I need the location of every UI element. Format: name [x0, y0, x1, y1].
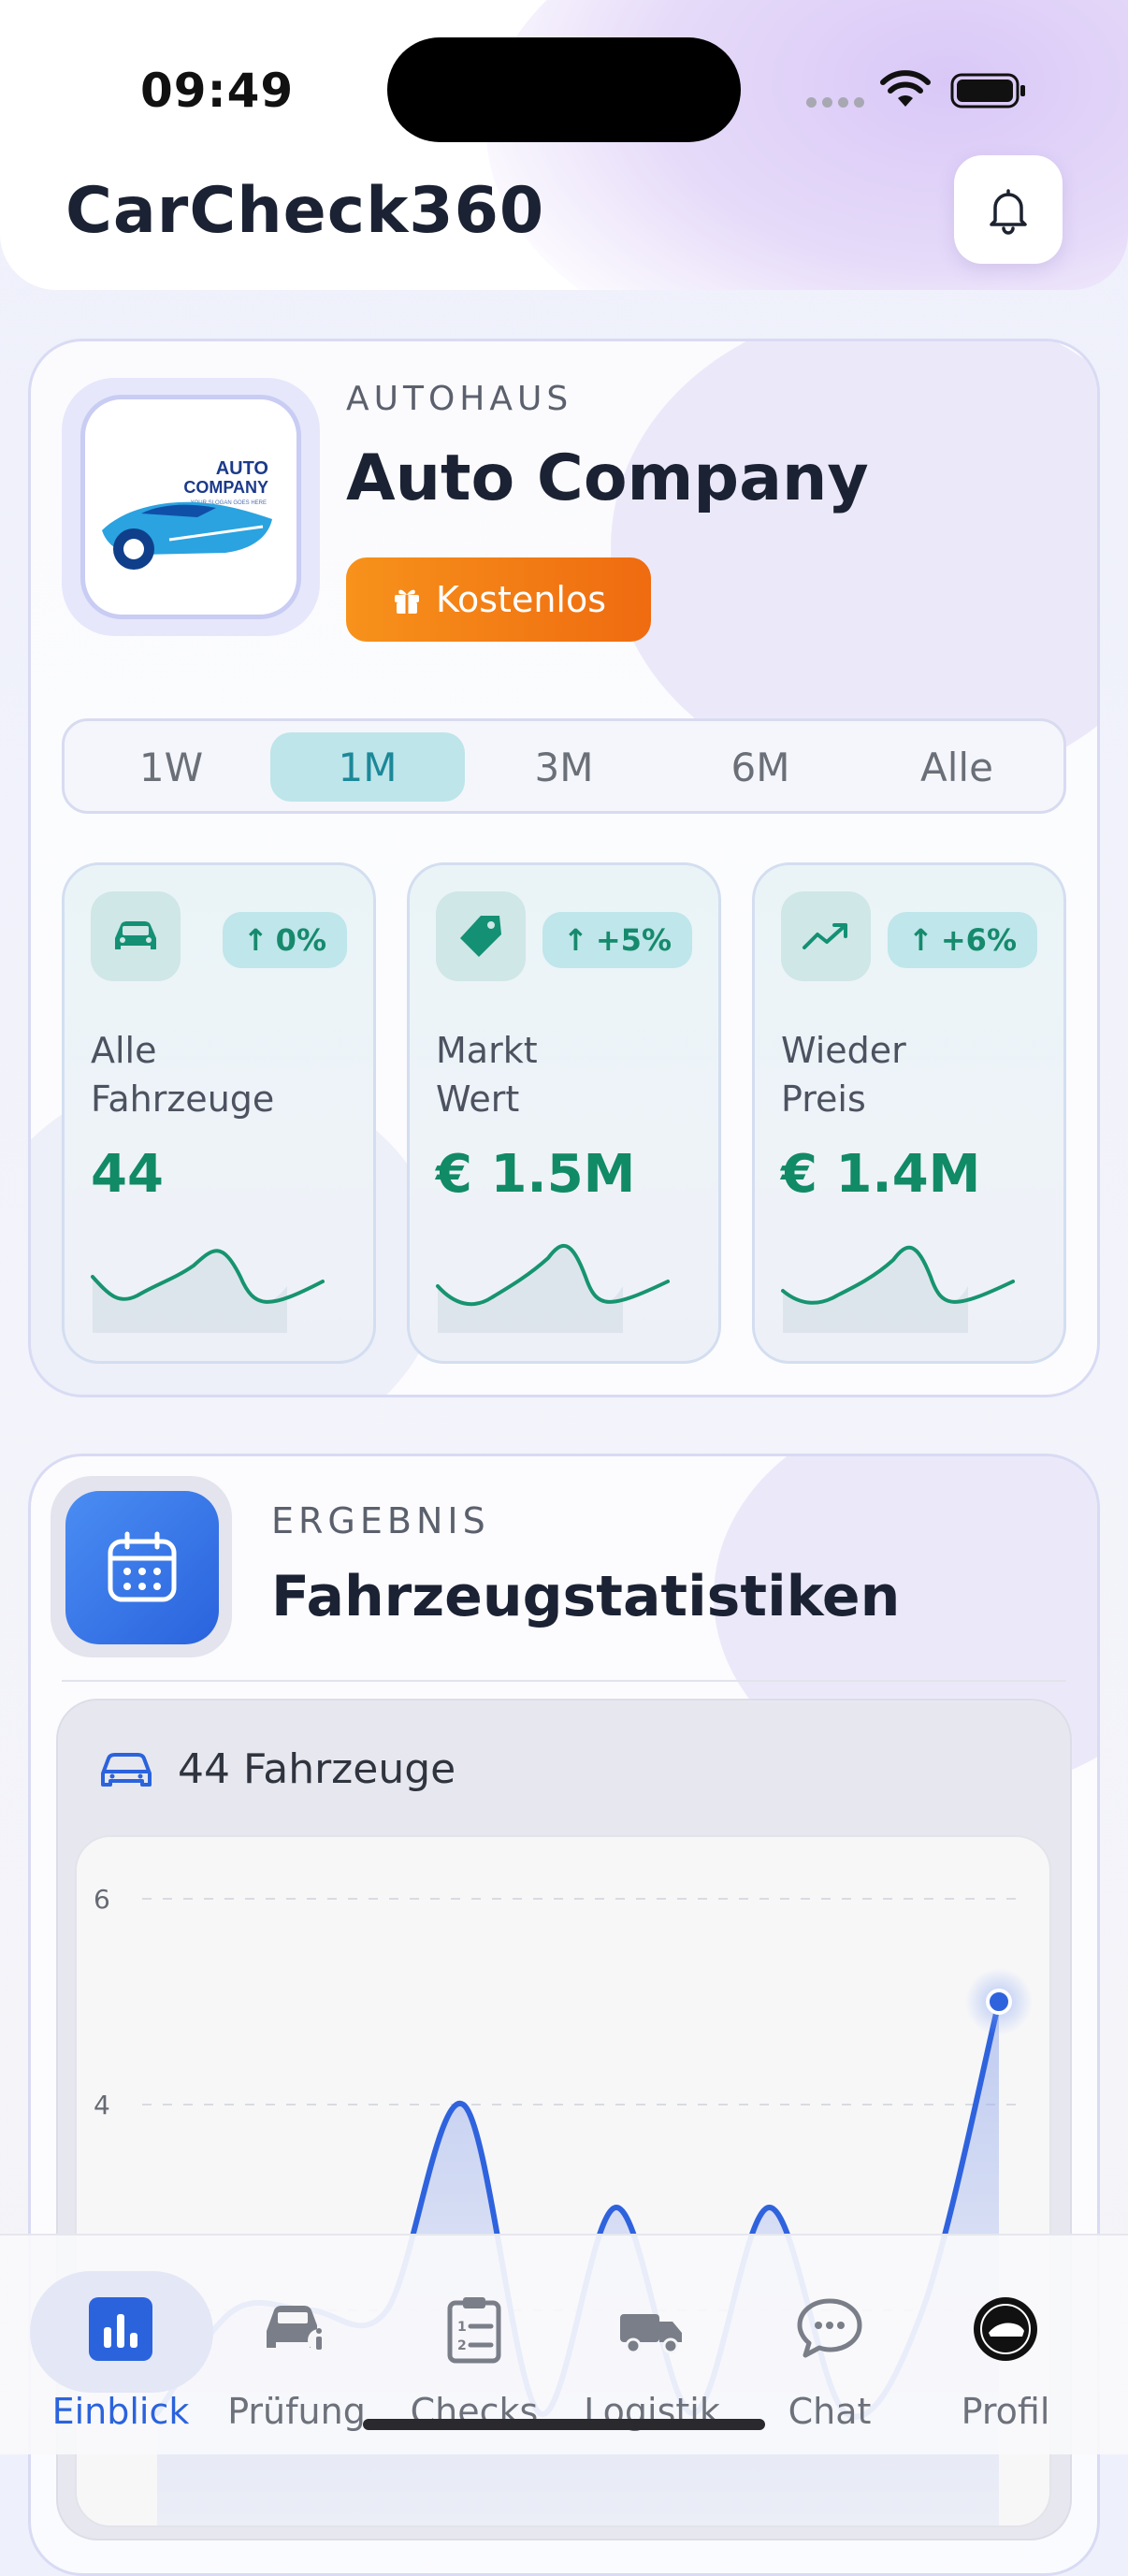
- dealer-logo: AUTO COMPANY YOUR SLOGAN GOES HERE: [80, 395, 301, 619]
- sparkline: [436, 1243, 670, 1333]
- stat-label: Wieder Preis: [781, 1030, 906, 1120]
- nav-item-profil[interactable]: Profil: [917, 2252, 1094, 2439]
- plan-badge-label: Kostenlos: [435, 579, 607, 620]
- checklist-icon: 1 2: [447, 2297, 501, 2364]
- battery-icon: [950, 73, 1025, 109]
- stat-card-resale-price[interactable]: ↑ +6% Wieder Preis € 1.4M: [752, 862, 1066, 1364]
- tab-1m[interactable]: 1M: [270, 732, 465, 802]
- vehicle-count-label: 44 Fahrzeuge: [178, 1745, 456, 1793]
- trend-up-icon: [803, 923, 847, 949]
- nav-item-einblick[interactable]: Einblick: [30, 2252, 213, 2439]
- stat-value: € 1.5M: [436, 1144, 636, 1205]
- plan-badge[interactable]: Kostenlos: [346, 557, 651, 642]
- stat-value: € 1.4M: [781, 1144, 981, 1205]
- stat-value: 44: [91, 1144, 164, 1205]
- stats-title: Fahrzeugstatistiken: [271, 1564, 901, 1629]
- app-title: CarCheck360: [65, 174, 545, 248]
- nav-label: Prüfung: [227, 2391, 366, 2432]
- wifi-icon: [880, 70, 931, 107]
- bottom-tab-bar: Einblick Prüfung 1 2 Checks Logistik: [0, 2234, 1128, 2454]
- profile-avatar-icon: [974, 2297, 1037, 2361]
- bell-icon: [990, 189, 1027, 235]
- data-point: [460, 2102, 466, 2107]
- nav-label: Profil: [961, 2391, 1050, 2432]
- sparkline: [781, 1245, 1015, 1333]
- svg-text:1: 1: [457, 2320, 467, 2335]
- arrow-up-icon: ↑: [563, 922, 588, 958]
- divider: [62, 1680, 1066, 1682]
- sparkline: [91, 1249, 325, 1333]
- stats-kicker: ERGEBNIS: [271, 1500, 490, 1541]
- car-icon: [115, 921, 156, 949]
- company-logo-car-icon: AUTO COMPANY YOUR SLOGAN GOES HERE: [102, 458, 272, 570]
- nav-item-pruefung[interactable]: Prüfung: [208, 2252, 385, 2439]
- stat-change-badge: ↑ 0%: [222, 912, 347, 968]
- logo-line1: AUTO: [216, 458, 268, 479]
- period-tabs: 1W 1M 3M 6M Alle: [62, 718, 1066, 814]
- stat-change-value: 0%: [275, 922, 326, 958]
- nav-item-chat[interactable]: Chat: [741, 2252, 918, 2439]
- stat-label: Markt Wert: [436, 1030, 538, 1120]
- truck-icon: [620, 2314, 682, 2354]
- dealer-name: Auto Company: [346, 441, 869, 515]
- stat-icon-box: [436, 891, 526, 981]
- nav-item-logistik[interactable]: Logistik: [563, 2252, 741, 2439]
- gift-icon: [394, 589, 419, 614]
- nav-label: Chat: [788, 2391, 872, 2432]
- calendar-icon: [108, 1531, 177, 1602]
- dynamic-island: [387, 37, 741, 142]
- arrow-up-icon: ↑: [242, 922, 268, 958]
- tab-3m[interactable]: 3M: [534, 744, 594, 790]
- stats-calendar-tile: [65, 1491, 219, 1644]
- tab-alle[interactable]: Alle: [920, 744, 993, 790]
- notifications-button[interactable]: [954, 155, 1063, 264]
- tab-6m[interactable]: 6M: [730, 744, 790, 790]
- price-tag-icon: [460, 916, 501, 957]
- chat-icon: [797, 2298, 862, 2358]
- data-point[interactable]: [986, 1989, 1012, 2015]
- insights-icon: [89, 2297, 152, 2361]
- data-point: [614, 2205, 619, 2210]
- stat-change-value: +5%: [595, 922, 672, 958]
- stat-card-vehicles[interactable]: ↑ 0% Alle Fahrzeuge 44: [62, 862, 376, 1364]
- stat-icon-box: [91, 891, 181, 981]
- status-time: 09:49: [140, 64, 295, 118]
- arrow-up-icon: ↑: [908, 922, 933, 958]
- stat-change-value: +6%: [940, 922, 1017, 958]
- stat-change-badge: ↑ +5%: [542, 912, 692, 968]
- tab-1w[interactable]: 1W: [138, 744, 204, 790]
- car-outline-icon: [101, 1753, 152, 1787]
- logo-line2: COMPANY: [183, 478, 268, 497]
- logo-tagline: YOUR SLOGAN GOES HERE: [191, 500, 267, 506]
- svg-text:2: 2: [457, 2338, 467, 2353]
- stat-change-badge: ↑ +6%: [888, 912, 1037, 968]
- nav-item-checks[interactable]: 1 2 Checks: [385, 2252, 563, 2439]
- nav-label: Einblick: [51, 2391, 190, 2432]
- data-point: [767, 2205, 773, 2210]
- stat-icon-box: [781, 891, 871, 981]
- y-tick-label: 6: [94, 1884, 110, 1915]
- stat-card-market-value[interactable]: ↑ +5% Markt Wert € 1.5M: [407, 862, 721, 1364]
- dealer-type-label: AUTOHAUS: [346, 380, 573, 418]
- stat-label: Alle Fahrzeuge: [91, 1030, 275, 1120]
- cellular-signal-icon: [806, 97, 864, 108]
- y-tick-label: 4: [94, 2090, 110, 2120]
- car-inspection-icon: [267, 2306, 330, 2352]
- home-indicator: [363, 2419, 765, 2430]
